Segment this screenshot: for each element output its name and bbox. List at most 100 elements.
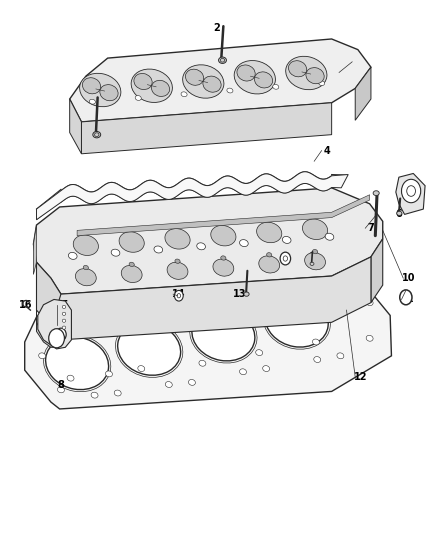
Ellipse shape — [121, 265, 142, 282]
Text: 16: 16 — [19, 300, 33, 310]
Ellipse shape — [240, 240, 248, 247]
Text: 15: 15 — [56, 300, 70, 310]
Ellipse shape — [62, 312, 66, 316]
Ellipse shape — [366, 300, 373, 305]
Ellipse shape — [68, 252, 77, 260]
Ellipse shape — [165, 280, 172, 286]
Ellipse shape — [314, 357, 321, 362]
Ellipse shape — [62, 305, 66, 309]
Ellipse shape — [80, 74, 121, 107]
Ellipse shape — [227, 88, 233, 93]
Ellipse shape — [221, 256, 226, 260]
Ellipse shape — [91, 291, 98, 297]
Circle shape — [49, 329, 64, 348]
Ellipse shape — [165, 229, 190, 249]
Ellipse shape — [46, 337, 109, 390]
Text: 3: 3 — [354, 57, 361, 67]
Polygon shape — [33, 188, 383, 294]
Polygon shape — [70, 99, 81, 154]
Ellipse shape — [152, 80, 170, 96]
Ellipse shape — [192, 308, 255, 361]
Ellipse shape — [100, 85, 118, 101]
Ellipse shape — [129, 262, 134, 266]
Polygon shape — [36, 172, 348, 220]
Ellipse shape — [306, 68, 324, 84]
Ellipse shape — [267, 253, 272, 257]
Text: 6: 6 — [396, 209, 402, 220]
Polygon shape — [36, 262, 61, 332]
Circle shape — [400, 290, 412, 305]
Text: 4: 4 — [324, 146, 331, 156]
Ellipse shape — [73, 235, 99, 255]
Ellipse shape — [219, 57, 226, 63]
Polygon shape — [396, 173, 425, 214]
Ellipse shape — [62, 319, 66, 322]
Polygon shape — [371, 239, 383, 303]
Ellipse shape — [263, 366, 270, 372]
Ellipse shape — [240, 270, 247, 276]
Ellipse shape — [325, 233, 334, 240]
Ellipse shape — [234, 61, 276, 94]
Ellipse shape — [118, 322, 180, 375]
Polygon shape — [33, 225, 36, 274]
Ellipse shape — [175, 259, 180, 263]
Ellipse shape — [265, 294, 328, 347]
Ellipse shape — [283, 237, 291, 244]
Ellipse shape — [181, 92, 187, 96]
Polygon shape — [77, 195, 370, 236]
Ellipse shape — [185, 69, 204, 85]
Ellipse shape — [314, 259, 321, 265]
Polygon shape — [38, 300, 71, 349]
Circle shape — [174, 290, 183, 301]
Ellipse shape — [289, 61, 307, 77]
Ellipse shape — [312, 249, 318, 254]
Ellipse shape — [257, 222, 282, 243]
Ellipse shape — [75, 269, 96, 286]
Ellipse shape — [57, 387, 64, 393]
Ellipse shape — [134, 74, 152, 90]
Ellipse shape — [89, 99, 95, 104]
Ellipse shape — [62, 326, 66, 329]
Ellipse shape — [337, 257, 344, 263]
Ellipse shape — [114, 390, 121, 396]
Ellipse shape — [310, 262, 314, 265]
Ellipse shape — [240, 369, 247, 375]
Ellipse shape — [211, 225, 236, 246]
Ellipse shape — [318, 80, 325, 85]
Text: 11: 11 — [401, 294, 414, 304]
Ellipse shape — [106, 371, 113, 377]
Ellipse shape — [183, 65, 224, 98]
Ellipse shape — [254, 72, 273, 88]
Ellipse shape — [203, 76, 221, 92]
Circle shape — [280, 252, 290, 265]
Text: 14: 14 — [172, 289, 186, 299]
Ellipse shape — [173, 286, 180, 292]
Ellipse shape — [57, 298, 64, 304]
Ellipse shape — [373, 191, 379, 196]
Ellipse shape — [234, 278, 241, 284]
Ellipse shape — [138, 366, 145, 372]
Ellipse shape — [366, 335, 373, 341]
Ellipse shape — [188, 379, 195, 385]
Circle shape — [56, 328, 66, 341]
Ellipse shape — [199, 360, 206, 366]
Ellipse shape — [337, 353, 344, 359]
Circle shape — [402, 179, 421, 203]
Text: 1: 1 — [78, 135, 85, 145]
Ellipse shape — [286, 56, 327, 90]
Polygon shape — [355, 67, 371, 120]
Ellipse shape — [213, 259, 234, 276]
Ellipse shape — [197, 243, 205, 250]
Ellipse shape — [131, 69, 173, 102]
Ellipse shape — [256, 350, 263, 356]
Polygon shape — [81, 103, 332, 154]
Ellipse shape — [66, 302, 73, 308]
Ellipse shape — [91, 392, 98, 398]
Ellipse shape — [135, 95, 141, 100]
Text: 7: 7 — [367, 223, 374, 233]
Ellipse shape — [244, 292, 249, 296]
Ellipse shape — [397, 211, 402, 215]
Polygon shape — [51, 257, 371, 340]
Text: 8: 8 — [57, 379, 64, 390]
Polygon shape — [70, 39, 371, 122]
